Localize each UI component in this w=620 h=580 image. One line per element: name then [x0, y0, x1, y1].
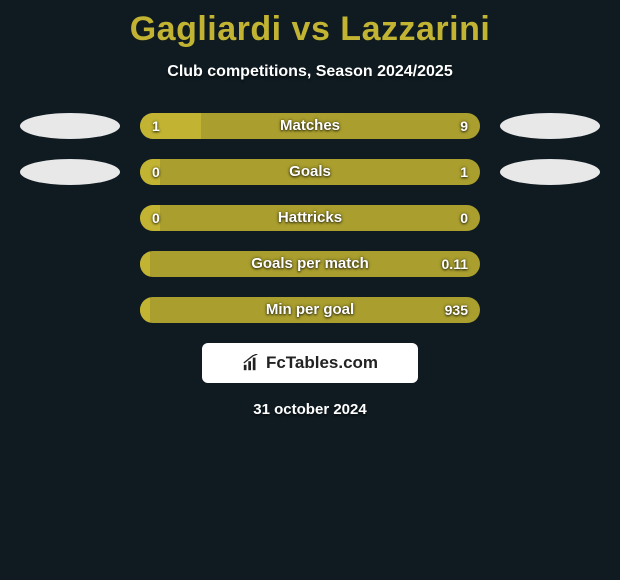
page-title: Gagliardi vs Lazzarini	[0, 0, 620, 49]
stat-bar: 1Matches9	[140, 113, 480, 139]
logo-text: FcTables.com	[266, 353, 378, 373]
right-oval	[500, 113, 600, 139]
stat-row: 1Matches9	[0, 113, 620, 139]
oval-spacer	[500, 297, 600, 323]
right-value: 9	[460, 113, 468, 139]
oval-spacer	[20, 205, 120, 231]
oval-spacer	[500, 205, 600, 231]
stat-label: Goals	[140, 159, 480, 185]
left-oval	[20, 159, 120, 185]
subtitle: Club competitions, Season 2024/2025	[0, 63, 620, 81]
stat-label: Min per goal	[140, 297, 480, 323]
right-value: 1	[460, 159, 468, 185]
stat-row: 0Goals1	[0, 159, 620, 185]
stat-row: 0Hattricks0	[0, 205, 620, 231]
right-oval	[500, 159, 600, 185]
stat-bar: Goals per match0.11	[140, 251, 480, 277]
right-value: 935	[445, 297, 468, 323]
stat-label: Hattricks	[140, 205, 480, 231]
stat-row: Min per goal935	[0, 297, 620, 323]
left-oval	[20, 113, 120, 139]
oval-spacer	[20, 251, 120, 277]
right-value: 0	[460, 205, 468, 231]
oval-spacer	[500, 251, 600, 277]
stat-rows: 1Matches90Goals10Hattricks0Goals per mat…	[0, 113, 620, 323]
oval-spacer	[20, 297, 120, 323]
chart-icon	[242, 354, 260, 372]
stat-label: Goals per match	[140, 251, 480, 277]
stat-bar: Min per goal935	[140, 297, 480, 323]
logo-box: FcTables.com	[202, 343, 418, 383]
stat-bar: 0Hattricks0	[140, 205, 480, 231]
stat-bar: 0Goals1	[140, 159, 480, 185]
date: 31 october 2024	[0, 401, 620, 418]
right-value: 0.11	[442, 251, 468, 277]
stat-row: Goals per match0.11	[0, 251, 620, 277]
stat-label: Matches	[140, 113, 480, 139]
